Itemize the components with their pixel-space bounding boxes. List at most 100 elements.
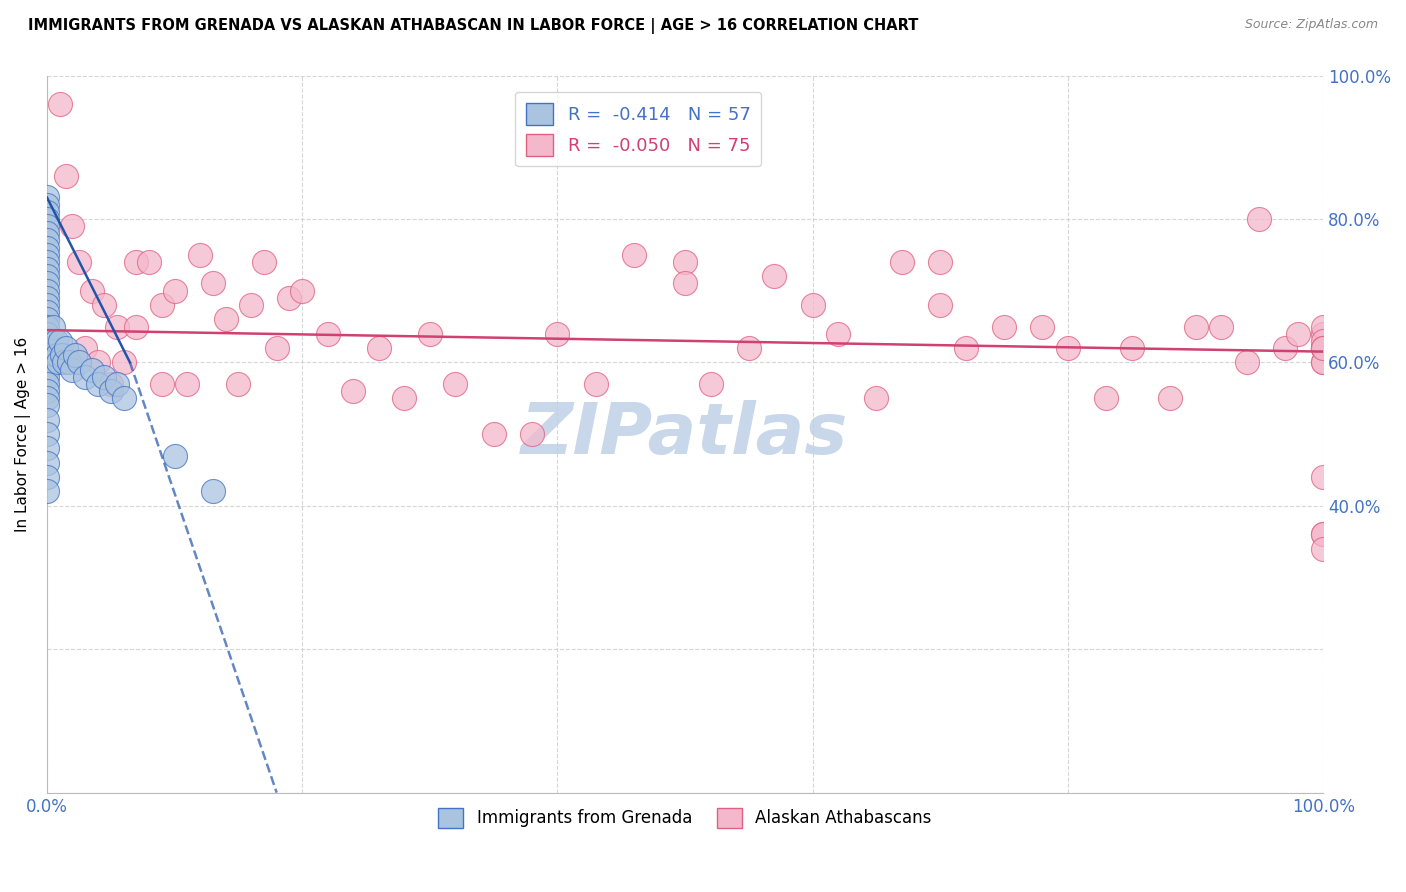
Point [201,277,224,291]
Point [35,227,58,241]
Point [150,376,173,391]
Point [45,334,67,348]
Point [163,284,186,298]
Point [35,234,58,248]
Point [35,484,58,499]
Point [444,376,467,391]
Point [125,255,148,269]
Point [125,319,148,334]
Point [35,277,58,291]
Point [1312,341,1334,355]
Point [67,255,90,269]
Point [105,319,128,334]
Point [35,334,58,348]
Point [1312,527,1334,541]
Point [1031,319,1053,334]
Point [1057,341,1080,355]
Point [891,255,914,269]
Point [48,355,70,369]
Point [201,484,224,499]
Point [482,427,505,442]
Point [1159,391,1181,405]
Point [100,384,122,398]
Point [1312,541,1334,556]
Point [35,255,58,269]
Point [58,355,80,369]
Point [35,348,58,362]
Point [35,190,58,204]
Point [52,355,75,369]
Point [35,204,58,219]
Point [35,413,58,427]
Point [67,355,90,369]
Point [35,427,58,442]
Point [35,442,58,456]
Point [1312,527,1334,541]
Point [93,298,115,312]
Point [1312,334,1334,348]
Point [699,376,721,391]
Point [112,355,135,369]
Point [62,219,84,233]
Point [42,319,65,334]
Point [35,384,58,398]
Point [63,348,86,362]
Point [35,369,58,384]
Text: Source: ZipAtlas.com: Source: ZipAtlas.com [1244,18,1378,31]
Point [291,284,314,298]
Point [163,449,186,463]
Point [87,355,110,369]
Point [35,241,58,255]
Point [623,248,645,262]
Point [865,391,887,405]
Point [176,376,198,391]
Point [35,262,58,277]
Point [1312,470,1334,484]
Point [35,341,58,355]
Point [228,376,250,391]
Point [278,291,301,305]
Point [1312,341,1334,355]
Point [801,298,824,312]
Point [1274,341,1296,355]
Point [1236,355,1258,369]
Point [75,369,97,384]
Point [266,341,288,355]
Point [35,398,58,412]
Point [93,369,115,384]
Point [35,211,58,226]
Point [1249,211,1271,226]
Point [35,456,58,470]
Point [993,319,1015,334]
Point [150,298,173,312]
Point [520,427,543,442]
Point [546,326,568,341]
Point [35,305,58,319]
Point [48,97,70,112]
Point [240,298,263,312]
Point [35,269,58,284]
Point [35,219,58,233]
Point [35,291,58,305]
Point [673,255,696,269]
Point [80,284,103,298]
Point [1184,319,1206,334]
Point [46,348,69,362]
Point [316,326,339,341]
Point [35,248,58,262]
Point [367,341,389,355]
Point [419,326,441,341]
Point [929,298,952,312]
Point [929,255,952,269]
Point [35,362,58,376]
Point [35,355,58,369]
Point [1121,341,1143,355]
Point [35,312,58,326]
Point [75,341,97,355]
Point [1209,319,1232,334]
Point [51,348,73,362]
Point [35,391,58,405]
Point [55,169,77,183]
Point [105,376,128,391]
Point [35,284,58,298]
